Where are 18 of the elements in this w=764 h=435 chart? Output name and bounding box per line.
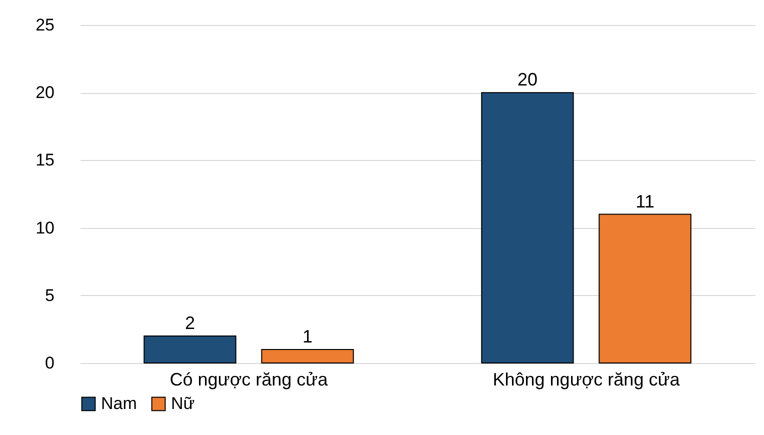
x-tick-label: Không ngược răng cửa (492, 370, 681, 390)
legend-label: Nam (101, 394, 137, 413)
x-tick-label: Có ngược răng cửa (170, 370, 329, 390)
y-tick-label: 5 (45, 286, 54, 305)
y-tick-label: 20 (36, 83, 54, 102)
bar (598, 214, 692, 364)
legend-label: Nữ (171, 394, 195, 413)
data-label: 1 (302, 326, 313, 346)
data-label: 20 (517, 70, 538, 90)
bar (481, 92, 574, 364)
bar (144, 335, 236, 364)
y-tick-label: 0 (45, 354, 54, 372)
data-label: 2 (184, 312, 195, 333)
data-label: 11 (636, 191, 654, 212)
y-tick-label: 25 (36, 16, 54, 34)
bar (261, 348, 354, 364)
y-tick-label: 10 (36, 218, 54, 238)
y-tick-label: 15 (36, 150, 54, 170)
